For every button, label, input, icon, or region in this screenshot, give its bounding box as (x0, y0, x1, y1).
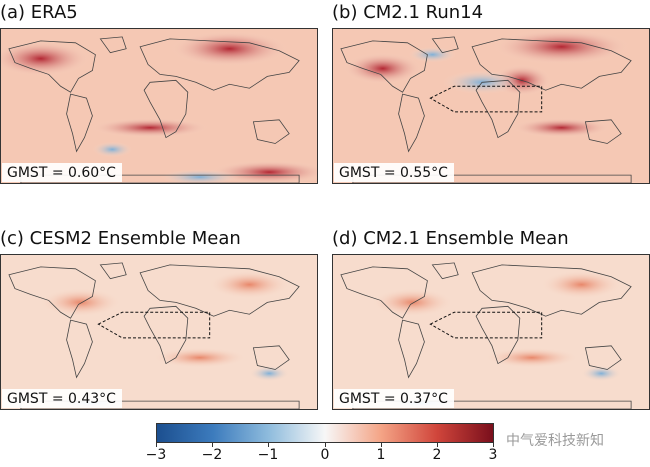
colorbar-tick (381, 443, 382, 447)
colorbar-tick-label: −1 (257, 447, 279, 463)
colorbar-tick (325, 443, 326, 447)
colorbar: −3 −2 −1 0 1 2 3 (146, 423, 497, 467)
gmst-label: GMST = 0.55°C (334, 163, 454, 182)
panel-title: (c) CESM2 Ensemble Mean (0, 228, 241, 249)
colorbar-gradient (156, 423, 494, 443)
map-era5: GMST = 0.60°C (0, 28, 318, 184)
colorbar-tick (268, 443, 269, 447)
colorbar-tick (493, 443, 494, 447)
panel-title: (b) CM2.1 Run14 (332, 2, 484, 23)
map-cm21-run14: GMST = 0.55°C (332, 28, 650, 184)
gmst-label: GMST = 0.37°C (334, 389, 454, 408)
panel-title: (d) CM2.1 Ensemble Mean (332, 228, 569, 249)
map-cm21-ensemble: GMST = 0.37°C (332, 254, 650, 410)
temperature-anomaly-map (333, 29, 649, 183)
colorbar-tick-label: 1 (376, 447, 386, 463)
temperature-anomaly-map (1, 29, 317, 183)
colorbar-tick (212, 443, 213, 447)
colorbar-tick-label: 2 (432, 447, 442, 463)
panel-cm21-run14: (b) CM2.1 Run14 GMST = 0.55°C (332, 0, 650, 212)
temperature-anomaly-map (333, 255, 649, 409)
watermark-text: 中气爱科技新知 (506, 433, 604, 449)
colorbar-tick-label: 3 (488, 447, 498, 463)
panel-era5: (a) ERA5 GMST = 0.60°C (0, 0, 318, 212)
colorbar-tick (156, 443, 157, 447)
map-cesm2-ensemble: GMST = 0.43°C (0, 254, 318, 410)
gmst-label: GMST = 0.60°C (2, 163, 122, 182)
colorbar-tick (437, 443, 438, 447)
colorbar-tick-label: −2 (201, 447, 223, 463)
panel-cm21-ensemble-mean: (d) CM2.1 Ensemble Mean GMST = 0.37°C (332, 226, 650, 438)
temperature-anomaly-map (1, 255, 317, 409)
panel-title: (a) ERA5 (0, 2, 78, 23)
colorbar-tick-label: −3 (145, 447, 167, 463)
colorbar-tick-label: 0 (320, 447, 330, 463)
panel-cesm2-ensemble-mean: (c) CESM2 Ensemble Mean GMST = 0.43°C (0, 226, 318, 438)
gmst-label: GMST = 0.43°C (2, 389, 122, 408)
